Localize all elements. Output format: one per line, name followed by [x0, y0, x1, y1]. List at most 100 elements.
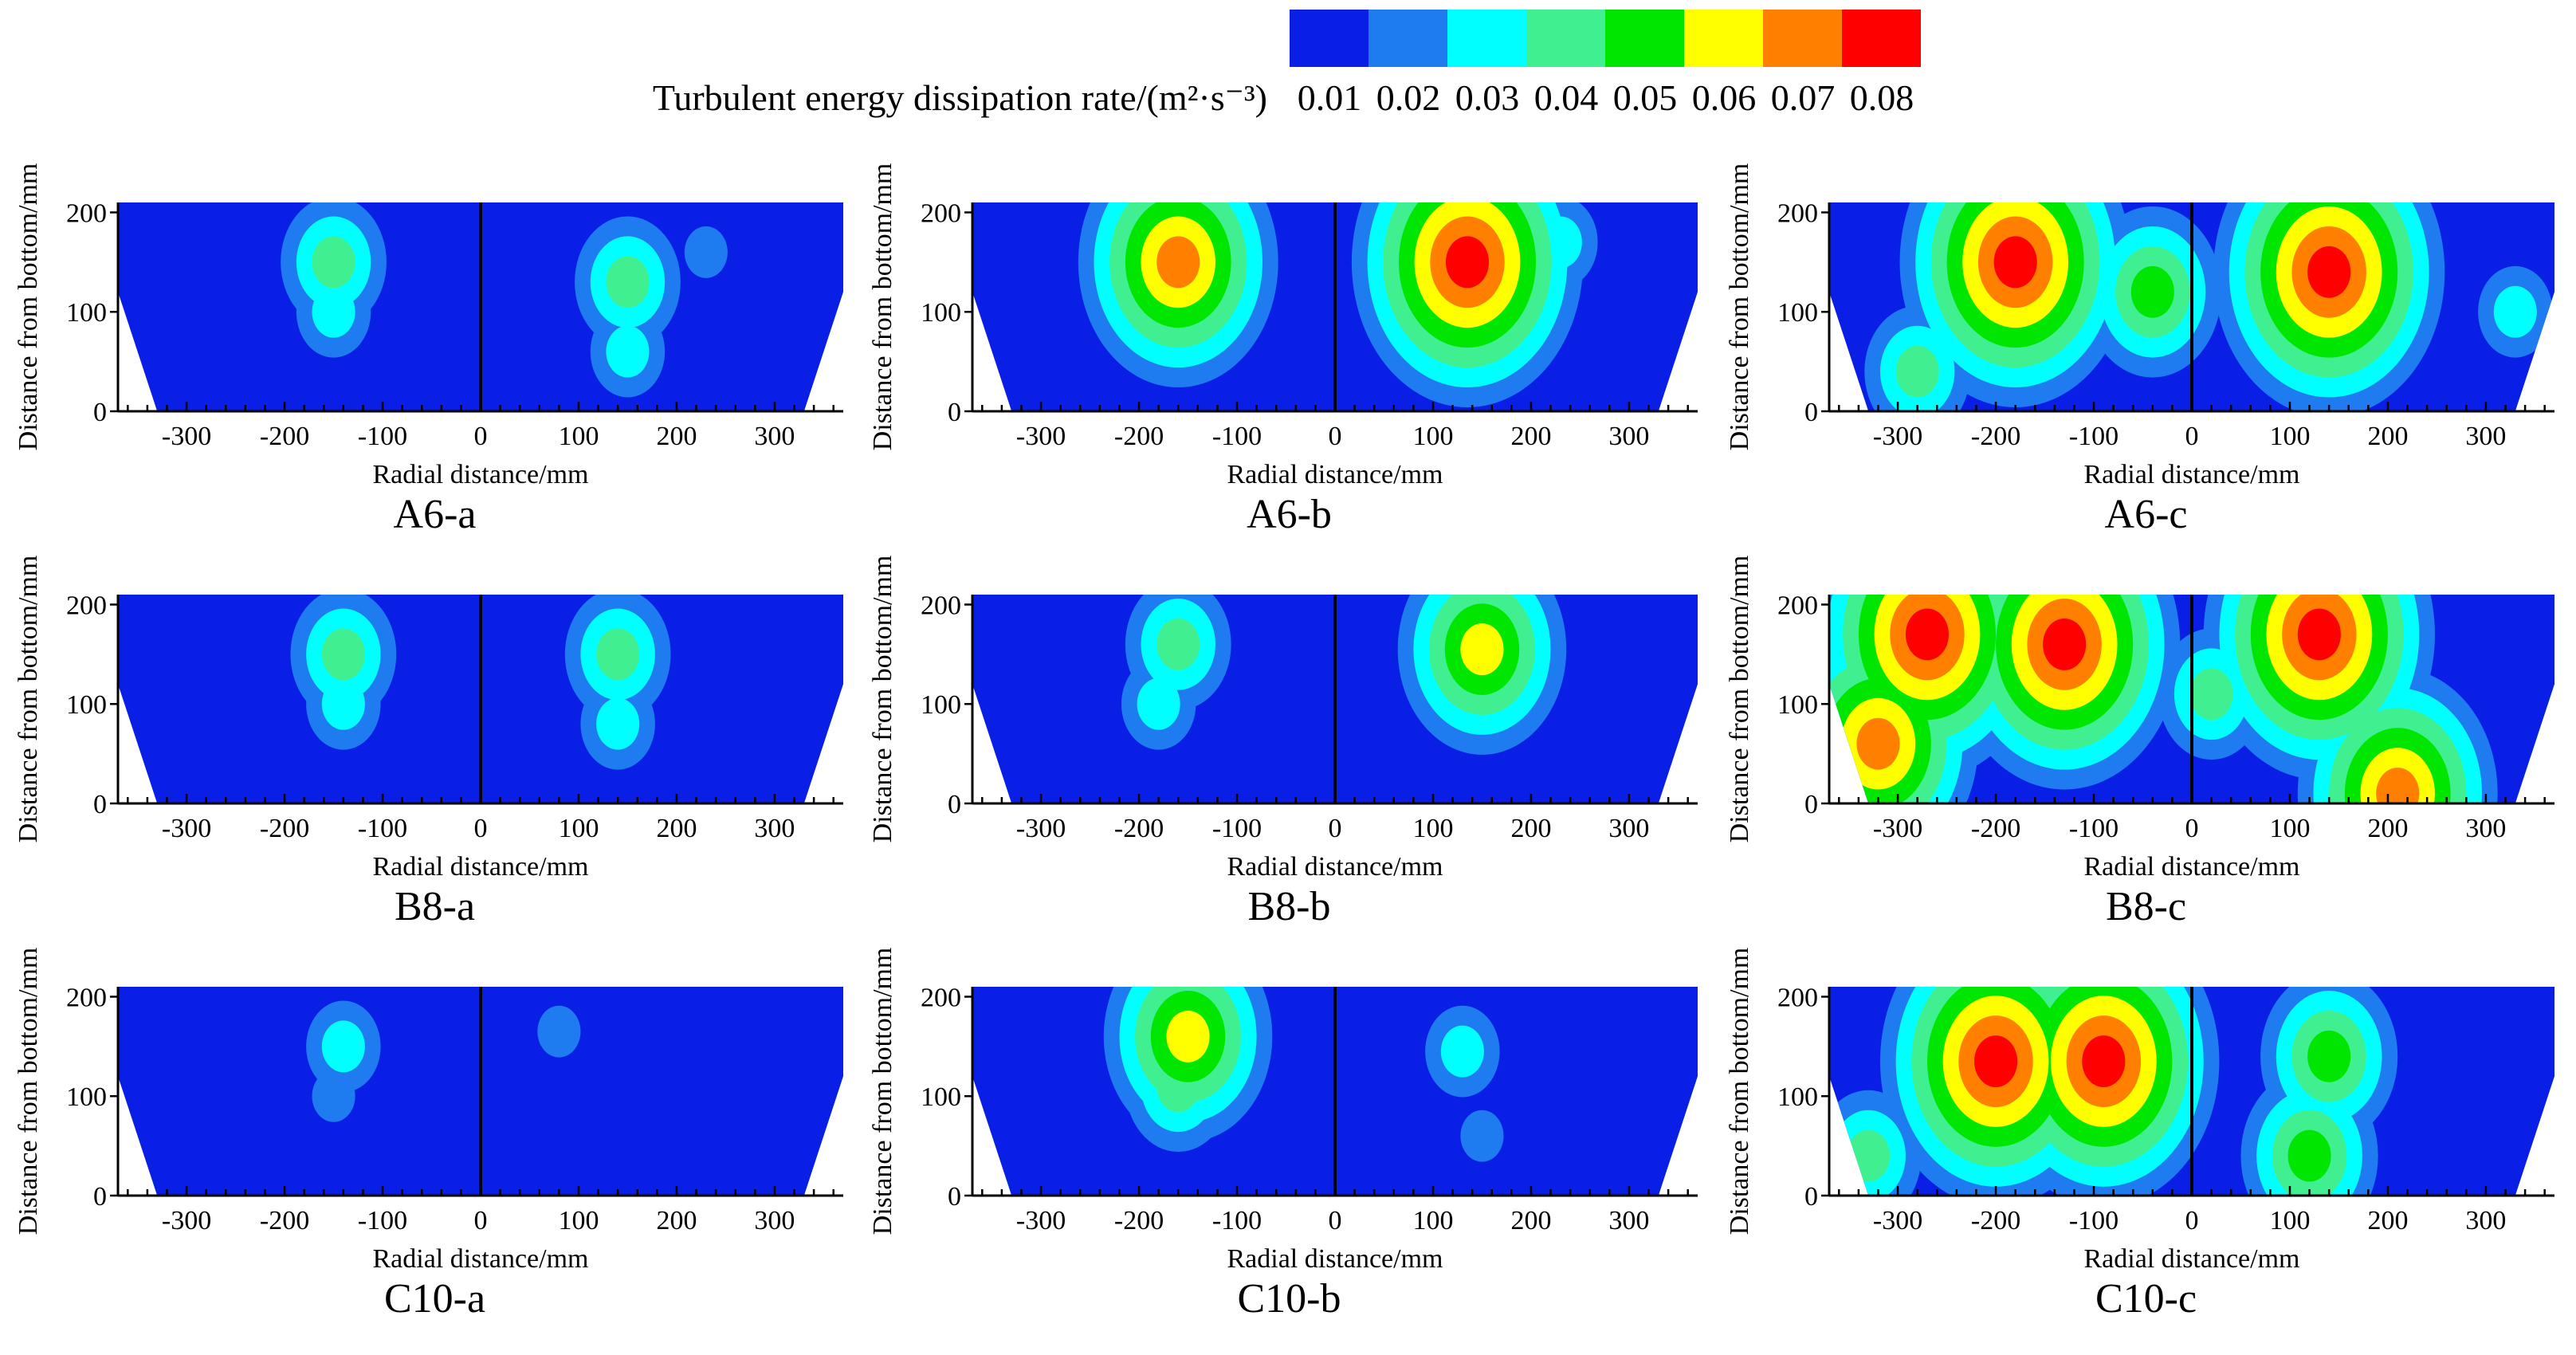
x-tick-label: -100	[1212, 814, 1262, 843]
heatmap-contour	[2376, 768, 2420, 803]
colorbar-swatch	[1526, 10, 1605, 67]
x-axis-title: Radial distance/mm	[2084, 852, 2300, 882]
y-tick-label: 100	[66, 690, 107, 720]
heatmap-contour	[1440, 1025, 1484, 1078]
y-tick-label: 100	[921, 1082, 961, 1112]
heatmap-plot: -300 -200 -100 0 100 200 300 0 100 200 Radial dist…	[1725, 948, 2554, 1274]
y-tick-label: 200	[1777, 198, 1818, 228]
heatmap-contour	[606, 325, 650, 378]
x-tick-label: 100	[558, 814, 599, 843]
heatmap-field	[1829, 595, 2554, 803]
heatmap-contour	[1445, 236, 1490, 289]
heatmap-contour	[2307, 1030, 2351, 1082]
y-tick-label: 0	[948, 1182, 961, 1212]
x-axis-title: Radial distance/mm	[1227, 852, 1443, 882]
x-tick-label: -200	[260, 814, 309, 843]
x-tick-label: -200	[1971, 814, 2020, 843]
x-tick-label: 300	[2465, 1206, 2506, 1235]
colorbar-swatch	[1290, 10, 1368, 67]
heatmap-panel: -300 -200 -100 0 100 200 300 0 100 200 Radial dist…	[6, 548, 863, 963]
x-tick-label: -300	[1016, 814, 1066, 843]
panel-title: A6-c	[2104, 492, 2188, 537]
x-tick-label: 100	[2269, 814, 2310, 843]
panel-title: B8-b	[1247, 884, 1331, 929]
heatmap-plot: -300 -200 -100 0 100 200 300 0 100 200 Radial dist…	[14, 556, 843, 882]
y-tick-label: 200	[921, 591, 961, 620]
heatmap-contour	[596, 628, 640, 681]
x-tick-label: 100	[2269, 422, 2310, 451]
y-tick-label: 100	[921, 690, 961, 720]
x-tick-label: 0	[2185, 814, 2199, 843]
x-tick-label: 300	[754, 422, 795, 451]
y-axis-title: Distance from bottom/mm	[1725, 163, 1754, 451]
panel-title: C10-a	[383, 1276, 486, 1322]
y-tick-label: 0	[948, 398, 961, 427]
x-tick-label: -300	[1016, 1206, 1066, 1235]
x-tick-label: 300	[2465, 814, 2506, 843]
x-tick-label: 0	[1329, 814, 1342, 843]
heatmap-field	[972, 202, 1698, 411]
x-tick-label: -300	[162, 1206, 211, 1235]
y-axis-title: Distance from bottom/mm	[14, 556, 43, 843]
heatmap-contour	[2043, 618, 2087, 670]
heatmap-contour	[1847, 1129, 1891, 1182]
heatmap-contour	[1856, 717, 1900, 770]
heatmap-contour	[2307, 245, 2351, 298]
colorbar-swatch	[1368, 10, 1447, 67]
x-tick-label: -300	[1873, 1206, 1922, 1235]
y-tick-label: 0	[1804, 790, 1818, 819]
y-tick-label: 100	[1777, 1082, 1818, 1112]
heatmap-contour	[1460, 1110, 1504, 1162]
x-tick-label: 0	[474, 422, 488, 451]
x-axis-title: Radial distance/mm	[373, 1244, 589, 1274]
x-tick-label: -100	[2069, 422, 2119, 451]
x-tick-label: 300	[2465, 422, 2506, 451]
colorbar-tick-label: 0.02	[1376, 77, 1441, 118]
heatmap-contour	[2297, 608, 2341, 661]
heatmap-contour	[321, 1020, 365, 1073]
x-tick-label: -100	[1212, 422, 1262, 451]
x-tick-label: 300	[1608, 1206, 1649, 1235]
x-tick-label: -200	[1971, 1206, 2020, 1235]
y-tick-label: 200	[1777, 983, 1818, 1012]
y-axis-title: Distance from bottom/mm	[14, 163, 43, 451]
x-tick-label: -300	[162, 422, 211, 451]
heatmap-panel: -300 -200 -100 0 100 200 300 0 100 200 Radial dist…	[1718, 941, 2574, 1355]
y-tick-label: 100	[921, 298, 961, 328]
heatmap-plot: -300 -200 -100 0 100 200 300 0 100 200 Radial dist…	[14, 948, 843, 1274]
x-tick-label: 200	[656, 422, 697, 451]
x-axis-title: Radial distance/mm	[2084, 1244, 2300, 1274]
x-tick-label: 100	[1412, 1206, 1453, 1235]
heatmap-contour	[1166, 1010, 1210, 1062]
x-tick-label: 100	[2269, 1206, 2310, 1235]
heatmap-panel: -300 -200 -100 0 100 200 300 0 100 200 Radial dist…	[1718, 548, 2574, 963]
y-tick-label: 200	[66, 198, 107, 228]
heatmap-contour	[312, 236, 355, 289]
y-axis-title: Distance from bottom/mm	[868, 556, 897, 843]
x-tick-label: 0	[2185, 1206, 2199, 1235]
x-tick-label: -100	[2069, 1206, 2119, 1235]
x-tick-label: 100	[558, 1206, 599, 1235]
y-tick-label: 0	[1804, 1182, 1818, 1212]
x-axis-title: Radial distance/mm	[373, 460, 589, 489]
x-tick-label: 300	[1608, 422, 1649, 451]
y-axis-title: Distance from bottom/mm	[868, 948, 897, 1235]
colorbar-title: Turbulent energy dissipation rate/(m²·s⁻…	[653, 77, 1267, 118]
heatmap-contour	[1895, 345, 1939, 398]
y-tick-label: 200	[921, 983, 961, 1012]
x-tick-label: 200	[2367, 1206, 2408, 1235]
heatmap-plot: -300 -200 -100 0 100 200 300 0 100 200 Radial dist…	[868, 163, 1698, 489]
heatmap-field	[1829, 987, 2554, 1196]
x-tick-label: -300	[1873, 814, 1922, 843]
colorbar-swatch	[1684, 10, 1763, 67]
heatmap-plot: -300 -200 -100 0 100 200 300 0 100 200 Radial dist…	[868, 556, 1698, 882]
heatmap-plot: -300 -200 -100 0 100 200 300 0 100 200 Radial dist…	[1725, 163, 2554, 489]
heatmap-field	[1829, 202, 2554, 411]
heatmap-contour	[312, 285, 355, 338]
colorbar-tick-label: 0.05	[1613, 77, 1678, 118]
heatmap-plot: -300 -200 -100 0 100 200 300 0 100 200 Radial dist…	[868, 948, 1698, 1274]
heatmap-panel: -300 -200 -100 0 100 200 300 0 100 200 Radial dist…	[861, 156, 1718, 571]
x-tick-label: -100	[358, 422, 407, 451]
x-tick-label: 200	[656, 814, 697, 843]
heatmap-contour	[1993, 236, 2037, 289]
